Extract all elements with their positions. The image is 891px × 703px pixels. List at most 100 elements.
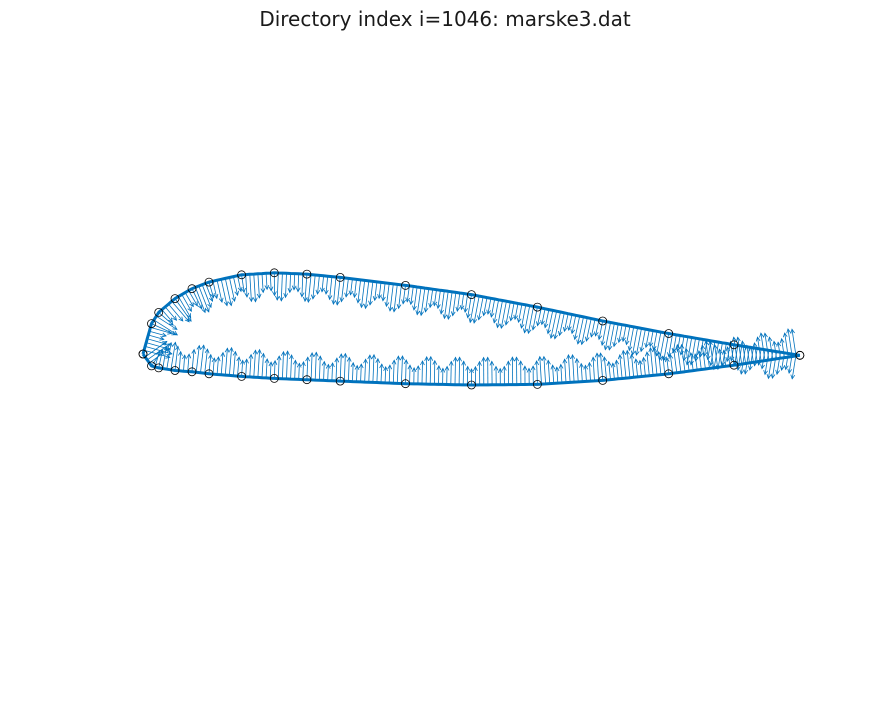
figure-title: Directory index i=1046: marske3.dat — [259, 7, 631, 31]
lower-surface-normal-arrowhead — [481, 356, 486, 362]
upper-surface-normal-vector — [386, 283, 390, 307]
lower-surface-normal-arrowhead — [522, 365, 528, 371]
upper-surface-normal-vector — [212, 281, 218, 299]
lower-surface-normal-arrowhead — [436, 365, 442, 371]
upper-surface-normal-vector — [500, 301, 507, 329]
lower-surface-normal-arrowhead — [731, 336, 737, 342]
upper-surface-normal-vector — [554, 311, 561, 339]
upper-surface-normal-vector — [269, 273, 272, 291]
upper-surface-normal-arrowhead — [193, 301, 198, 307]
lower-surface-normal-vector — [372, 354, 375, 383]
lower-surface-normal-vector — [314, 352, 317, 381]
upper-surface-normal-vector — [158, 312, 174, 326]
lower-surface-normal-vector — [543, 356, 546, 384]
upper-surface-normal-vector — [361, 280, 366, 308]
upper-surface-normal-vector — [191, 288, 203, 309]
lower-surface-normal-arrowhead — [693, 353, 698, 359]
upper-surface-normal-vector — [241, 274, 245, 293]
lower-surface-normal-arrowhead — [606, 360, 612, 367]
upper-surface-normal-arrowhead — [639, 346, 645, 353]
upper-surface-normal-arrowhead — [272, 291, 277, 297]
upper-surface-normal-vector — [601, 321, 607, 346]
upper-surface-normal-vector — [312, 274, 316, 299]
upper-surface-normal-arrowhead — [436, 303, 441, 310]
lower-surface-normal-vector — [158, 350, 163, 368]
lower-surface-normal-arrowhead — [566, 353, 571, 360]
lower-surface-normal-vector — [229, 347, 232, 376]
upper-surface-normal-vector — [487, 298, 492, 315]
upper-surface-normal-vector — [574, 316, 581, 340]
upper-surface-normal-arrowhead — [302, 296, 308, 303]
lower-surface-normal-vector — [536, 360, 538, 385]
upper-surface-normal-vector — [398, 284, 402, 309]
lower-surface-normal-vector — [727, 346, 731, 366]
lower-surface-normal-vector — [265, 358, 268, 378]
lower-surface-normal-vector — [166, 342, 172, 370]
upper-surface-normal-arrowhead — [223, 301, 229, 307]
lower-surface-normal-vector — [622, 350, 627, 379]
lower-surface-normal-vector — [352, 362, 354, 382]
upper-surface-normal-arrowhead — [159, 336, 165, 341]
lower-surface-normal-vector — [237, 357, 240, 377]
lower-surface-normal-arrowhead — [367, 354, 373, 360]
upper-surface-normal-vector — [473, 296, 480, 324]
upper-surface-normal-arrowhead — [760, 364, 765, 370]
upper-surface-normal-arrowhead — [344, 292, 349, 298]
lower-surface-normal-vector — [653, 347, 658, 376]
upper-surface-normal-arrowhead — [546, 329, 552, 335]
upper-surface-normal-vector — [425, 288, 430, 312]
lower-surface-normal-arrowhead — [350, 361, 356, 368]
upper-surface-normal-arrowhead — [504, 320, 509, 326]
lower-surface-normal-arrowhead — [591, 356, 596, 362]
lower-surface-normal-vector — [676, 344, 682, 373]
upper-surface-normal-arrowhead — [784, 364, 789, 371]
lower-surface-normal-vector — [360, 364, 362, 382]
upper-surface-normal-vector — [410, 286, 414, 305]
lower-surface-normal-arrowhead — [755, 336, 761, 342]
upper-surface-normal-arrowhead — [275, 295, 280, 301]
upper-surface-normal-vector — [444, 291, 449, 319]
upper-surface-normal-vector — [156, 315, 178, 330]
upper-surface-normal-vector — [461, 293, 465, 310]
lower-surface-normal-arrowhead — [354, 364, 360, 370]
lower-surface-normal-arrowhead — [391, 359, 397, 365]
upper-surface-normal-arrowhead — [331, 299, 337, 306]
upper-surface-normal-vector — [464, 294, 468, 313]
upper-surface-normal-vector — [229, 277, 235, 302]
upper-surface-normal-arrowhead — [499, 323, 505, 329]
lower-surface-normal-vector — [183, 355, 186, 372]
lower-surface-normal-arrowhead — [457, 356, 462, 362]
upper-surface-normal-vector — [518, 304, 523, 323]
upper-surface-normal-arrowhead — [607, 345, 613, 351]
lower-surface-normal-arrowhead — [574, 357, 580, 364]
lower-surface-normal-vector — [733, 337, 739, 365]
lower-surface-normal-vector — [384, 366, 387, 383]
lower-surface-normal-arrowhead — [465, 365, 470, 371]
lower-surface-normal-vector — [208, 354, 212, 374]
upper-surface-normal-vector — [420, 288, 426, 316]
upper-surface-normal-vector — [564, 313, 569, 332]
upper-surface-normal-arrowhead — [415, 310, 421, 316]
upper-surface-normal-arrowhead — [573, 334, 578, 341]
lower-surface-normal-vector — [273, 360, 276, 379]
upper-surface-normal-arrowhead — [268, 286, 274, 292]
upper-surface-normal-arrowhead — [264, 285, 270, 291]
lower-surface-normal-arrowhead — [497, 367, 503, 373]
lower-surface-normal-arrowhead — [168, 341, 173, 348]
upper-surface-normal-vector — [257, 273, 260, 298]
lower-surface-normal-arrowhead — [248, 353, 254, 359]
lower-surface-normal-vector — [576, 358, 579, 382]
lower-surface-normal-vector — [769, 337, 774, 360]
lower-surface-normal-arrowhead — [175, 345, 180, 351]
lower-surface-control-point — [664, 369, 674, 379]
lower-surface-normal-arrowhead — [637, 359, 643, 365]
lower-surface-normal-arrowhead — [668, 353, 674, 360]
upper-surface-normal-arrowhead — [419, 310, 424, 317]
upper-surface-normal-arrowhead — [482, 311, 487, 317]
upper-surface-normal-vector — [663, 333, 670, 361]
upper-surface-normal-arrowhead — [526, 328, 532, 335]
lower-surface-normal-arrowhead — [220, 351, 226, 357]
upper-surface-normal-arrowhead — [519, 323, 525, 329]
lower-surface-normal-arrowhead — [346, 356, 352, 362]
upper-surface-normal-vector — [744, 347, 750, 374]
